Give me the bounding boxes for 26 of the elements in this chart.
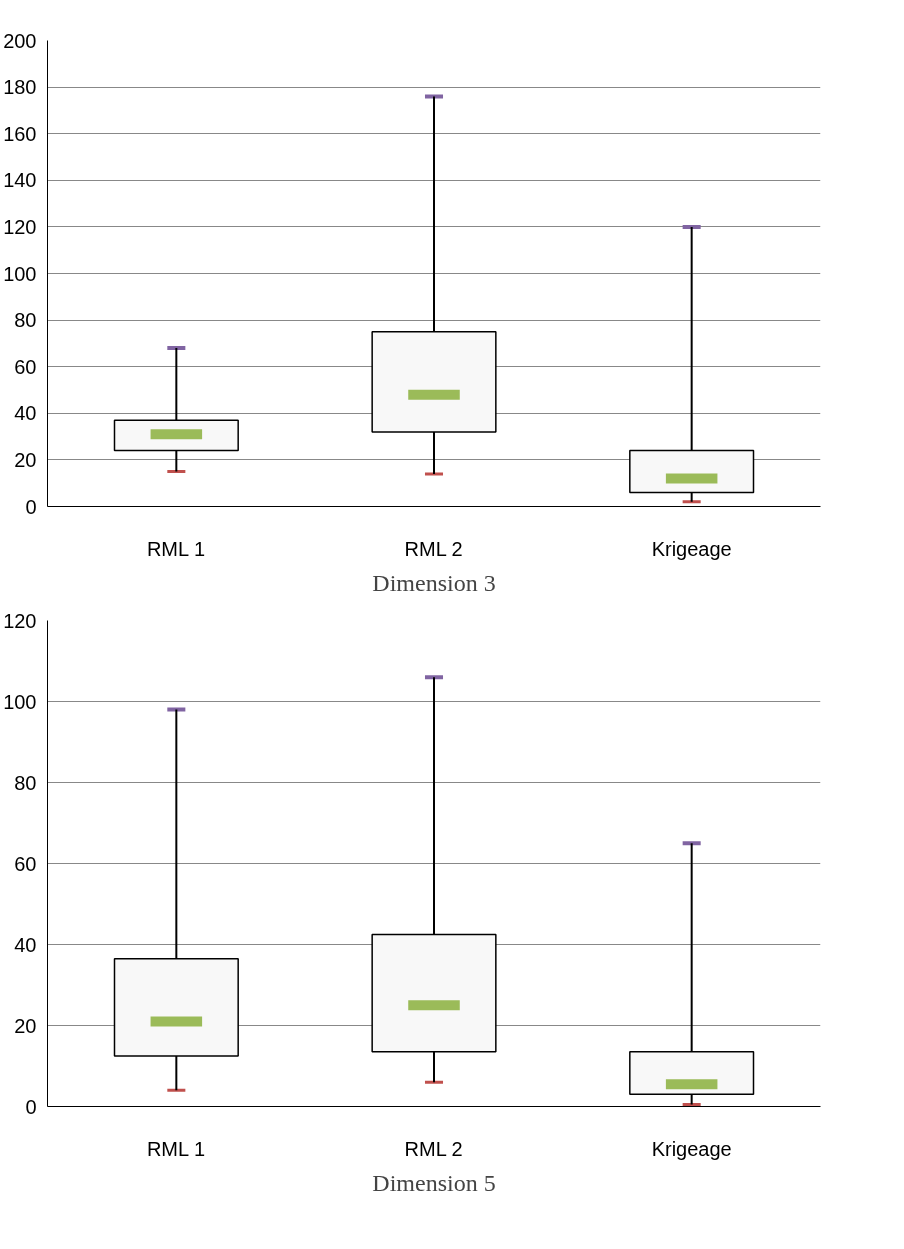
y-tick-label: 0 (25, 495, 37, 518)
y-tick-label: 200 (3, 29, 37, 52)
y-tick-label: 80 (14, 771, 37, 794)
x-tick-label: Krigeage (651, 1137, 732, 1160)
y-tick-label: 80 (14, 309, 37, 332)
x-tick-label: RML 1 (146, 537, 206, 560)
y-tick-label: 20 (14, 448, 37, 471)
x-tick-label: Krigeage (651, 537, 732, 560)
y-tick-label: 100 (3, 690, 37, 713)
text: Dimension 5 (372, 1169, 496, 1196)
y-tick-label: 20 (14, 1014, 37, 1037)
y-tick-label: 100 (3, 262, 37, 285)
y-tick-label: 160 (3, 122, 37, 145)
y-tick-label: 60 (14, 852, 37, 875)
x-tick-label: RML 1 (146, 1137, 206, 1160)
y-tick-label: 140 (3, 169, 37, 192)
y-tick-label: 120 (3, 609, 37, 632)
y-tick-label: 180 (3, 76, 37, 99)
y-tick-label: 60 (14, 355, 37, 378)
x-tick-label: RML 2 (404, 537, 463, 560)
y-tick-label: 40 (14, 933, 37, 956)
y-tick-label: 120 (3, 215, 37, 238)
y-tick-label: 0 (25, 1095, 37, 1118)
x-tick-label: RML 2 (404, 1137, 463, 1160)
text: Dimension 3 (372, 569, 496, 596)
y-tick-label: 40 (14, 402, 37, 425)
